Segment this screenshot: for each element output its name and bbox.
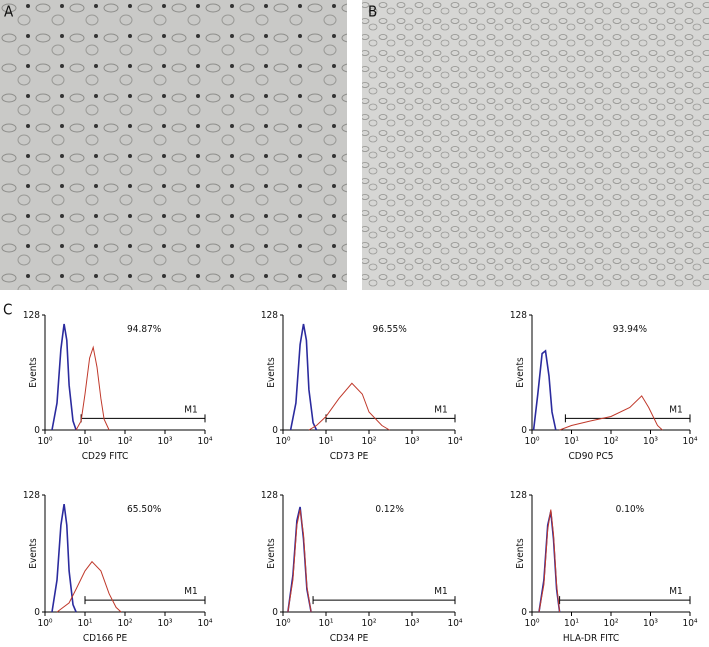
- x-tick-label: 10¹: [564, 618, 579, 629]
- x-tick-label: 10⁰: [37, 618, 52, 629]
- x-tick-label: 10⁰: [275, 436, 290, 447]
- y-tick-label: 0: [521, 607, 527, 618]
- y-axis-label: Events: [266, 538, 277, 569]
- y-tick-label: 128: [23, 310, 40, 321]
- x-axis-label: HLA-DR FITC: [563, 633, 619, 644]
- histogram-line: [51, 503, 77, 613]
- gate-label: M1: [669, 404, 683, 415]
- gate-label: M1: [669, 586, 683, 597]
- histogram-line: [56, 560, 122, 613]
- x-tick-label: 10²: [117, 436, 132, 447]
- y-tick-label: 128: [510, 490, 527, 501]
- y-tick-label: 128: [261, 490, 278, 501]
- x-tick-label: 10²: [603, 618, 618, 629]
- histogram-line: [308, 382, 390, 431]
- x-tick-label: 10⁴: [682, 436, 697, 447]
- y-axis-label: Events: [515, 538, 526, 569]
- y-axis-label: Events: [28, 357, 39, 388]
- x-tick-label: 10²: [361, 618, 376, 629]
- x-tick-label: 10³: [404, 436, 419, 447]
- x-axis-label: CD73 PE: [330, 451, 369, 462]
- panel-label: B: [368, 3, 377, 21]
- x-tick-label: 10⁴: [197, 618, 212, 629]
- histogram-line: [287, 509, 312, 613]
- micrograph-b: [362, 0, 709, 290]
- x-tick-label: 10²: [117, 618, 132, 629]
- x-tick-label: 10⁴: [447, 618, 462, 629]
- gate-label: M1: [184, 586, 198, 597]
- y-tick-label: 128: [23, 490, 40, 501]
- x-tick-label: 10¹: [318, 436, 333, 447]
- x-tick-label: 10⁰: [524, 436, 539, 447]
- y-axis-label: Events: [515, 357, 526, 388]
- gate-label: M1: [434, 404, 448, 415]
- x-tick-label: 10¹: [564, 436, 579, 447]
- x-tick-label: 10³: [157, 436, 172, 447]
- x-axis-label: CD166 PE: [83, 633, 128, 644]
- x-tick-label: 10⁴: [197, 436, 212, 447]
- annotation: 93.94%: [613, 324, 648, 335]
- histogram-line: [289, 323, 318, 431]
- x-axis-label: CD34 PE: [330, 633, 369, 644]
- x-tick-label: 10⁴: [682, 618, 697, 629]
- y-tick-label: 128: [510, 310, 527, 321]
- annotation: 96.55%: [372, 324, 407, 335]
- x-tick-label: 10⁰: [524, 618, 539, 629]
- annotation: 94.87%: [127, 324, 162, 335]
- histogram-line: [75, 345, 110, 431]
- gate-label: M1: [434, 586, 448, 597]
- x-axis-label: CD29 FITC: [82, 451, 129, 462]
- x-axis-label: CD90 PC5: [569, 451, 614, 462]
- x-tick-label: 10⁴: [447, 436, 462, 447]
- x-tick-label: 10⁰: [37, 436, 52, 447]
- x-tick-label: 10¹: [77, 618, 92, 629]
- y-tick-label: 0: [272, 607, 278, 618]
- y-axis-label: Events: [266, 357, 277, 388]
- y-tick-label: 0: [34, 425, 40, 436]
- annotation: 0.12%: [375, 504, 404, 515]
- gate-label: M1: [184, 404, 198, 415]
- histogram-line: [51, 323, 77, 431]
- y-tick-label: 0: [272, 425, 278, 436]
- panel-label: A: [4, 3, 14, 21]
- x-tick-label: 10³: [643, 618, 658, 629]
- x-tick-label: 10⁰: [275, 618, 290, 629]
- x-tick-label: 10³: [157, 618, 172, 629]
- micrograph-a: [0, 0, 347, 290]
- x-tick-label: 10²: [361, 436, 376, 447]
- y-axis-label: Events: [28, 538, 39, 569]
- x-tick-label: 10²: [603, 436, 618, 447]
- annotation: 0.10%: [616, 504, 645, 515]
- x-tick-label: 10¹: [318, 618, 333, 629]
- histogram-line: [532, 349, 557, 431]
- y-tick-label: 0: [521, 425, 527, 436]
- histogram-line: [538, 509, 561, 613]
- x-tick-label: 10³: [404, 618, 419, 629]
- y-tick-label: 128: [261, 310, 278, 321]
- annotation: 65.50%: [127, 504, 162, 515]
- histogram-line: [559, 395, 663, 431]
- x-tick-label: 10¹: [77, 436, 92, 447]
- x-tick-label: 10³: [643, 436, 658, 447]
- panel-label: C: [3, 301, 12, 319]
- y-tick-label: 0: [34, 607, 40, 618]
- histogram-line: [287, 506, 312, 613]
